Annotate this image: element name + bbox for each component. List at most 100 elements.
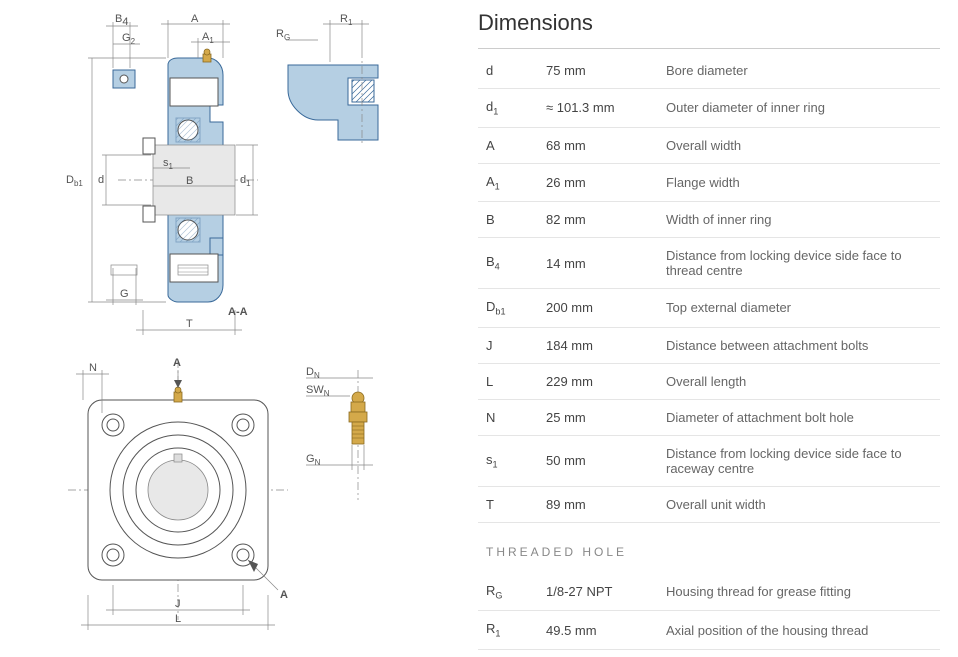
table-row: A68 mmOverall width: [478, 127, 940, 163]
svg-text:d1: d1: [240, 174, 251, 188]
svg-text:R1: R1: [340, 13, 353, 27]
label-G2-sub: 2: [131, 37, 136, 46]
table-row: L229 mmOverall length: [478, 363, 940, 399]
table-row: Db1200 mmTop external diameter: [478, 289, 940, 328]
dimensions-table: d75 mmBore diameterd1≈ 101.3 mmOuter dia…: [478, 53, 940, 523]
dimension-description: Bore diameter: [658, 53, 940, 89]
dimension-description: Axial position of the housing thread: [658, 611, 940, 650]
svg-text:SWN: SWN: [306, 384, 330, 398]
label-N: N: [89, 362, 97, 374]
label-Db1-sub: b1: [74, 179, 83, 188]
dimension-description: Overall width: [658, 127, 940, 163]
dimensions-panel: Dimensions d75 mmBore diameterd1≈ 101.3 …: [438, 10, 940, 647]
svg-text:A1: A1: [202, 31, 214, 45]
dimension-description: Overall unit width: [658, 486, 940, 522]
label-RG-sub: G: [284, 33, 290, 42]
dimension-value: 82 mm: [538, 202, 658, 238]
table-row: J184 mmDistance between attachment bolts: [478, 327, 940, 363]
threaded-hole-subheading: THREADED HOLE: [478, 523, 940, 573]
dimension-value: ≈ 101.3 mm: [538, 89, 658, 128]
label-GN: G: [306, 453, 315, 465]
label-T: T: [186, 318, 193, 330]
table-row: R149.5 mmAxial position of the housing t…: [478, 611, 940, 650]
dimension-description: Distance from locking device side face t…: [658, 238, 940, 289]
dimension-symbol: d1: [478, 89, 538, 128]
dimension-description: Flange width: [658, 163, 940, 202]
dimension-value: 49.5 mm: [538, 611, 658, 650]
section-view-drawing: B4 G2 A A1 RG R1 Db1: [58, 10, 398, 340]
label-A1-sub: 1: [209, 36, 214, 45]
svg-text:Db1: Db1: [66, 174, 83, 188]
dimension-description: Distance from locking device side face t…: [658, 435, 940, 486]
label-d: d: [98, 174, 104, 186]
label-A-arrow-bottom: A: [280, 589, 288, 601]
svg-text:GN: GN: [306, 453, 321, 467]
svg-text:G2: G2: [122, 32, 136, 46]
table-row: d75 mmBore diameter: [478, 53, 940, 89]
dimension-description: Top external diameter: [658, 289, 940, 328]
dimension-symbol: s1: [478, 435, 538, 486]
table-row: B414 mmDistance from locking device side…: [478, 238, 940, 289]
label-RG: R: [276, 28, 284, 40]
dimension-description: Overall length: [658, 363, 940, 399]
dimension-value: 1/8-27 NPT: [538, 573, 658, 611]
dimension-description: Outer diameter of inner ring: [658, 89, 940, 128]
label-DN-sub: N: [314, 371, 320, 380]
dimension-symbol: B: [478, 202, 538, 238]
label-R1: R: [340, 13, 348, 25]
svg-text:DN: DN: [306, 366, 320, 380]
threaded-hole-table: RG1/8-27 NPTHousing thread for grease fi…: [478, 573, 940, 650]
label-L: L: [175, 613, 181, 625]
dimension-value: 50 mm: [538, 435, 658, 486]
dimension-symbol: RG: [478, 573, 538, 611]
dimension-description: Distance between attachment bolts: [658, 327, 940, 363]
label-DN: D: [306, 366, 314, 378]
svg-text:RG: RG: [276, 28, 290, 42]
table-row: T89 mmOverall unit width: [478, 486, 940, 522]
label-R1-sub: 1: [348, 18, 353, 27]
label-J: J: [175, 598, 181, 610]
table-row: B82 mmWidth of inner ring: [478, 202, 940, 238]
dimension-description: Housing thread for grease fitting: [658, 573, 940, 611]
dimension-symbol: A1: [478, 163, 538, 202]
dimension-symbol: L: [478, 363, 538, 399]
dimension-value: 68 mm: [538, 127, 658, 163]
table-row: N25 mmDiameter of attachment bolt hole: [478, 399, 940, 435]
dimension-value: 184 mm: [538, 327, 658, 363]
label-GN-sub: N: [315, 458, 321, 467]
dimension-value: 25 mm: [538, 399, 658, 435]
dimension-symbol: B4: [478, 238, 538, 289]
dimension-value: 14 mm: [538, 238, 658, 289]
label-SWN-sub: N: [324, 389, 330, 398]
label-s1-sub: 1: [169, 162, 174, 171]
dimension-symbol: J: [478, 327, 538, 363]
dimension-symbol: T: [478, 486, 538, 522]
table-row: s150 mmDistance from locking device side…: [478, 435, 940, 486]
divider: [478, 48, 940, 49]
label-A-arrow-top: A: [173, 357, 181, 369]
label-A: A: [191, 13, 199, 25]
label-SWN: SW: [306, 384, 324, 396]
dimension-symbol: A: [478, 127, 538, 163]
label-B4-sub: 4: [122, 16, 128, 28]
label-Db1: D: [66, 174, 74, 186]
technical-drawings-panel: B4 G2 A A1 RG R1 Db1: [18, 10, 438, 647]
dimension-symbol: Db1: [478, 289, 538, 328]
table-row: d1≈ 101.3 mmOuter diameter of inner ring: [478, 89, 940, 128]
table-row: RG1/8-27 NPTHousing thread for grease fi…: [478, 573, 940, 611]
label-d1-sub: 1: [246, 179, 251, 188]
dimension-value: 89 mm: [538, 486, 658, 522]
dimension-description: Diameter of attachment bolt hole: [658, 399, 940, 435]
dimension-value: 26 mm: [538, 163, 658, 202]
table-row: A126 mmFlange width: [478, 163, 940, 202]
dimension-value: 200 mm: [538, 289, 658, 328]
dimension-description: Width of inner ring: [658, 202, 940, 238]
dimension-symbol: d: [478, 53, 538, 89]
label-B4: B: [115, 13, 122, 25]
dimension-symbol: R1: [478, 611, 538, 650]
label-B: B: [186, 175, 193, 187]
dimension-symbol: N: [478, 399, 538, 435]
dimension-value: 229 mm: [538, 363, 658, 399]
section-title: Dimensions: [478, 10, 940, 36]
label-G: G: [120, 288, 129, 300]
